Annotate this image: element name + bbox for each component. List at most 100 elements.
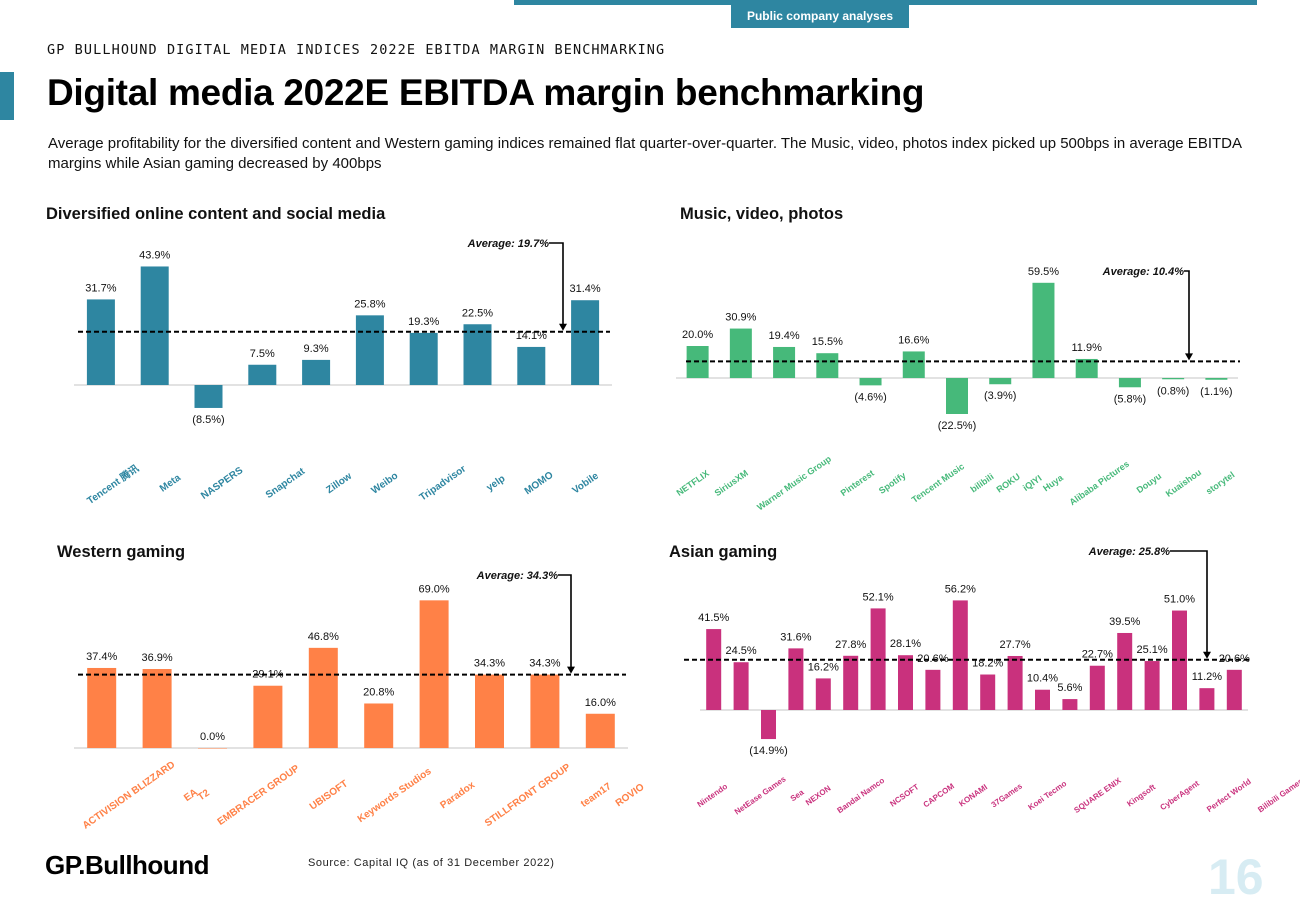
music-bar <box>859 378 882 386</box>
music-bar-label: (22.5%) <box>938 420 977 432</box>
diversified-bar-label: (8.5%) <box>192 414 224 426</box>
company-logo: Meta <box>158 471 183 495</box>
music-bar <box>1205 378 1228 380</box>
asian-bar <box>1144 661 1160 710</box>
western-arrow-head <box>567 666 575 674</box>
diversified-logo-row: Tencent 腾讯 Meta NASPERS Snapchat Zillow Weibo… <box>74 450 609 516</box>
company-logo: MOMO <box>522 469 556 497</box>
music-bar-label: (3.9%) <box>984 390 1016 402</box>
music-chart-group: 20.0% 30.9% 19.4% 15.5% (4.6%) 16.6% (22.5%) (3… <box>676 266 1240 432</box>
company-logo: Warner Music Group <box>755 453 834 513</box>
asian-bar-label: 27.8% <box>835 639 866 651</box>
music-bar <box>773 346 796 378</box>
music-bar-label: 20.0% <box>682 329 713 341</box>
music-bar-label: 16.6% <box>898 334 929 346</box>
western-bar-label: 46.8% <box>308 631 339 643</box>
diversified-bar <box>140 266 169 385</box>
company-logo: NASPERS <box>199 464 246 502</box>
asian-bar-label: 39.5% <box>1109 616 1140 628</box>
company-logo: NCSOFT <box>888 781 921 809</box>
music-bar-label: 19.4% <box>768 330 799 342</box>
company-logo: Koei Tecmo <box>1026 778 1069 812</box>
western-bar <box>364 703 394 748</box>
music-bar <box>1075 358 1098 378</box>
diversified-bar <box>409 332 438 385</box>
source-note: Source: Capital IQ (as of 31 December 20… <box>308 857 555 869</box>
western-bar-label: 16.0% <box>585 697 616 709</box>
asian-bar <box>1007 655 1023 710</box>
western-bar <box>585 713 615 748</box>
asian-bar-label: 18.2% <box>972 658 1003 670</box>
company-logo: Huya <box>1041 472 1065 494</box>
company-logo: 37Games <box>989 781 1025 809</box>
page-subtitle: Average profitability for the diversifie… <box>48 135 1242 172</box>
company-logo: NetEase Games <box>732 773 788 817</box>
company-logo: NEXON <box>804 783 833 807</box>
company-logo: Kuaishou <box>1163 467 1203 499</box>
diversified-bar <box>571 300 600 385</box>
music-bar <box>1118 378 1141 388</box>
western-chart-group: 37.4% 36.9% 0.0% 29.1% 46.8% 20.8% 69.0% 34.3% 3… <box>74 570 628 749</box>
music-bar <box>946 378 968 414</box>
asian-bar <box>952 600 968 710</box>
music-bar-label: 11.9% <box>1072 342 1103 354</box>
company-logo: Snapchat <box>264 465 308 501</box>
music-chart-title: Music, video, photos <box>680 205 844 223</box>
asian-bar <box>1199 688 1215 710</box>
asian-average-label: Average: 25.8% <box>1088 546 1171 558</box>
music-bar-label: (0.8%) <box>1157 385 1189 397</box>
company-logo: Paradox <box>438 779 478 811</box>
music-bar <box>989 378 1012 385</box>
music-bar <box>729 328 752 378</box>
asian-bar-label: 22.7% <box>1082 649 1113 661</box>
asian-bar-label: 41.5% <box>698 612 729 624</box>
asian-bar-label: 51.0% <box>1164 594 1195 606</box>
company-logo: SiriusXM <box>712 467 750 499</box>
company-logo: Vobile <box>570 470 602 496</box>
asian-bar <box>1089 665 1105 710</box>
asian-bar-label: 31.6% <box>780 631 811 643</box>
music-bar-label: 15.5% <box>812 336 843 348</box>
company-logo: Pinterest <box>838 467 877 499</box>
diversified-bar <box>86 299 115 385</box>
asian-bar <box>1117 632 1133 710</box>
company-logo: ROKU <box>994 471 1023 495</box>
diversified-chart-group: 31.7% 43.9% (8.5%) 7.5% 9.3% 25.8% 19.3% 22.5% 1… <box>74 238 612 426</box>
music-bar <box>1162 378 1185 380</box>
company-logo: bilibili <box>968 471 996 495</box>
music-bar <box>816 353 839 378</box>
asian-bar-label: 56.2% <box>945 583 976 595</box>
diversified-bar-label: 31.4% <box>569 283 600 295</box>
diversified-average-label: Average: 19.7% <box>467 238 550 250</box>
title-accent <box>0 72 14 120</box>
asian-bar-label: 20.6% <box>1219 653 1250 665</box>
asian-bar-label: 10.4% <box>1027 673 1058 685</box>
company-logo: storytel <box>1203 469 1237 497</box>
asian-bar <box>706 629 722 710</box>
asian-average-arrow <box>1170 550 1208 654</box>
asian-bar-label: 24.5% <box>725 645 756 657</box>
diversified-bar <box>248 364 277 385</box>
music-bar-label: (1.1%) <box>1200 386 1232 398</box>
diversified-bar <box>194 385 223 408</box>
asian-bar-label: (14.9%) <box>749 745 788 757</box>
company-logo: UBISOFT <box>307 777 350 813</box>
asian-bar-label: 25.1% <box>1136 644 1167 656</box>
diversified-chart-title: Diversified online content and social me… <box>46 205 386 223</box>
company-logo: Kingsoft <box>1125 782 1157 808</box>
diversified-bar <box>355 315 384 385</box>
asian-bar-label: 52.1% <box>862 591 893 603</box>
company-logo: Sea <box>788 787 806 803</box>
company-logo: Keywords Studios <box>355 765 434 825</box>
asian-bar-label: 11.2% <box>1192 671 1223 683</box>
asian-arrow-head <box>1203 651 1211 659</box>
western-bar <box>87 667 117 748</box>
company-logo: Bandai Namco <box>835 775 886 815</box>
company-logo: iQIYI <box>1020 473 1044 493</box>
music-average-arrow <box>1184 270 1190 356</box>
asian-bar <box>1035 689 1050 710</box>
music-average-label: Average: 10.4% <box>1102 266 1185 278</box>
company-logo: CAPCOM <box>921 781 957 809</box>
asian-logo-row: Nintendo NetEase Games Sea NEXON Bandai Namc… <box>695 762 1300 828</box>
